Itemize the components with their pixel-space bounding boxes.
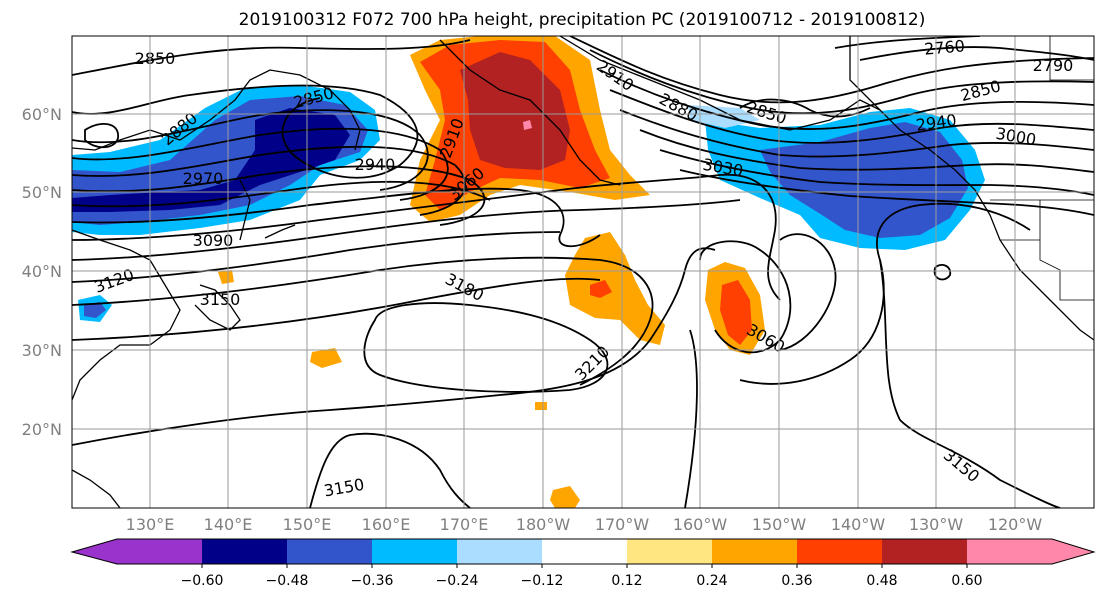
lon-label: 130°E — [126, 515, 175, 534]
contour-label: 2760 — [923, 36, 965, 58]
lat-label: 40°N — [22, 262, 62, 281]
lon-label: 130°W — [909, 515, 964, 534]
contour-label: 2970 — [183, 169, 224, 188]
colorbar-tick-label: 0.48 — [866, 573, 897, 589]
lon-label: 150°E — [283, 515, 332, 534]
colorbar-tick-label: −0.48 — [266, 573, 309, 589]
map-title: 2019100312 F072 700 hPa height, precipit… — [239, 10, 926, 30]
precip-positive-north-pacific — [410, 36, 650, 222]
colorbar-extend-high — [1052, 539, 1094, 564]
colorbar-segment — [627, 539, 712, 564]
colorbar-tick-label: −0.24 — [436, 573, 479, 589]
lon-label: 180°W — [516, 515, 571, 534]
colorbar-outline — [70, 538, 1096, 565]
colorbar-segment — [457, 539, 542, 564]
contour-label: 2790 — [1033, 56, 1074, 75]
colorbar-tick-label: −0.36 — [351, 573, 394, 589]
lon-label: 160°W — [673, 515, 728, 534]
colorbar-tick-label: −0.12 — [521, 573, 564, 589]
map-panel: 2850 2880 2850 2970 3090 3120 3150 3060 … — [71, 35, 1095, 509]
colorbar-tick-label: 0.36 — [781, 573, 812, 589]
political-borders — [990, 36, 1094, 301]
colorbar-segment — [712, 539, 797, 564]
colorbar-tick-marks — [201, 564, 968, 568]
lon-label: 160°E — [362, 515, 411, 534]
colorbar-extend-low — [72, 539, 117, 564]
graticule — [72, 36, 1094, 508]
lon-labels: 130°E 140°E 150°E 160°E 170°E 180°W 170°… — [126, 515, 1043, 534]
lon-label: 140°W — [831, 515, 886, 534]
lat-label: 20°N — [22, 420, 62, 439]
map-frame — [71, 35, 1095, 509]
lon-label: 170°E — [440, 515, 489, 534]
colorbar-segment — [797, 539, 882, 564]
lon-label: 150°W — [752, 515, 807, 534]
lon-label: 170°W — [595, 515, 650, 534]
contour-label: 3090 — [193, 231, 234, 250]
lat-label: 50°N — [22, 183, 62, 202]
colorbar-tick-label: 0.12 — [611, 573, 642, 589]
lat-label: 60°N — [22, 105, 62, 124]
colorbar-segment — [202, 539, 287, 564]
colorbar-segment — [117, 539, 202, 564]
colorbar-tick-label: 0.60 — [951, 573, 982, 589]
height-contours — [72, 36, 1094, 508]
lat-label: 30°N — [22, 341, 62, 360]
precip-negative-east — [688, 105, 985, 250]
colorbar-segment — [882, 539, 967, 564]
colorbar-segment — [287, 539, 372, 564]
lon-label: 120°W — [988, 515, 1043, 534]
precip-positive-central — [218, 232, 765, 508]
contour-label: 2850 — [135, 49, 176, 68]
lon-label: 140°E — [204, 515, 253, 534]
colorbar-segment — [372, 539, 457, 564]
colorbar-tick-label: 0.24 — [696, 573, 727, 589]
colorbar: −0.60 −0.48 −0.36 −0.24 −0.12 0.12 0.24 … — [70, 538, 1096, 589]
contour-label: 3150 — [200, 290, 241, 309]
lat-labels: 20°N 30°N 40°N 50°N 60°N — [22, 105, 62, 439]
colorbar-tick-label: −0.60 — [181, 573, 224, 589]
precip-negative-west — [72, 85, 380, 322]
colorbar-segment — [967, 539, 1052, 564]
contour-label: 2940 — [355, 155, 396, 174]
colorbar-segment — [542, 539, 627, 564]
